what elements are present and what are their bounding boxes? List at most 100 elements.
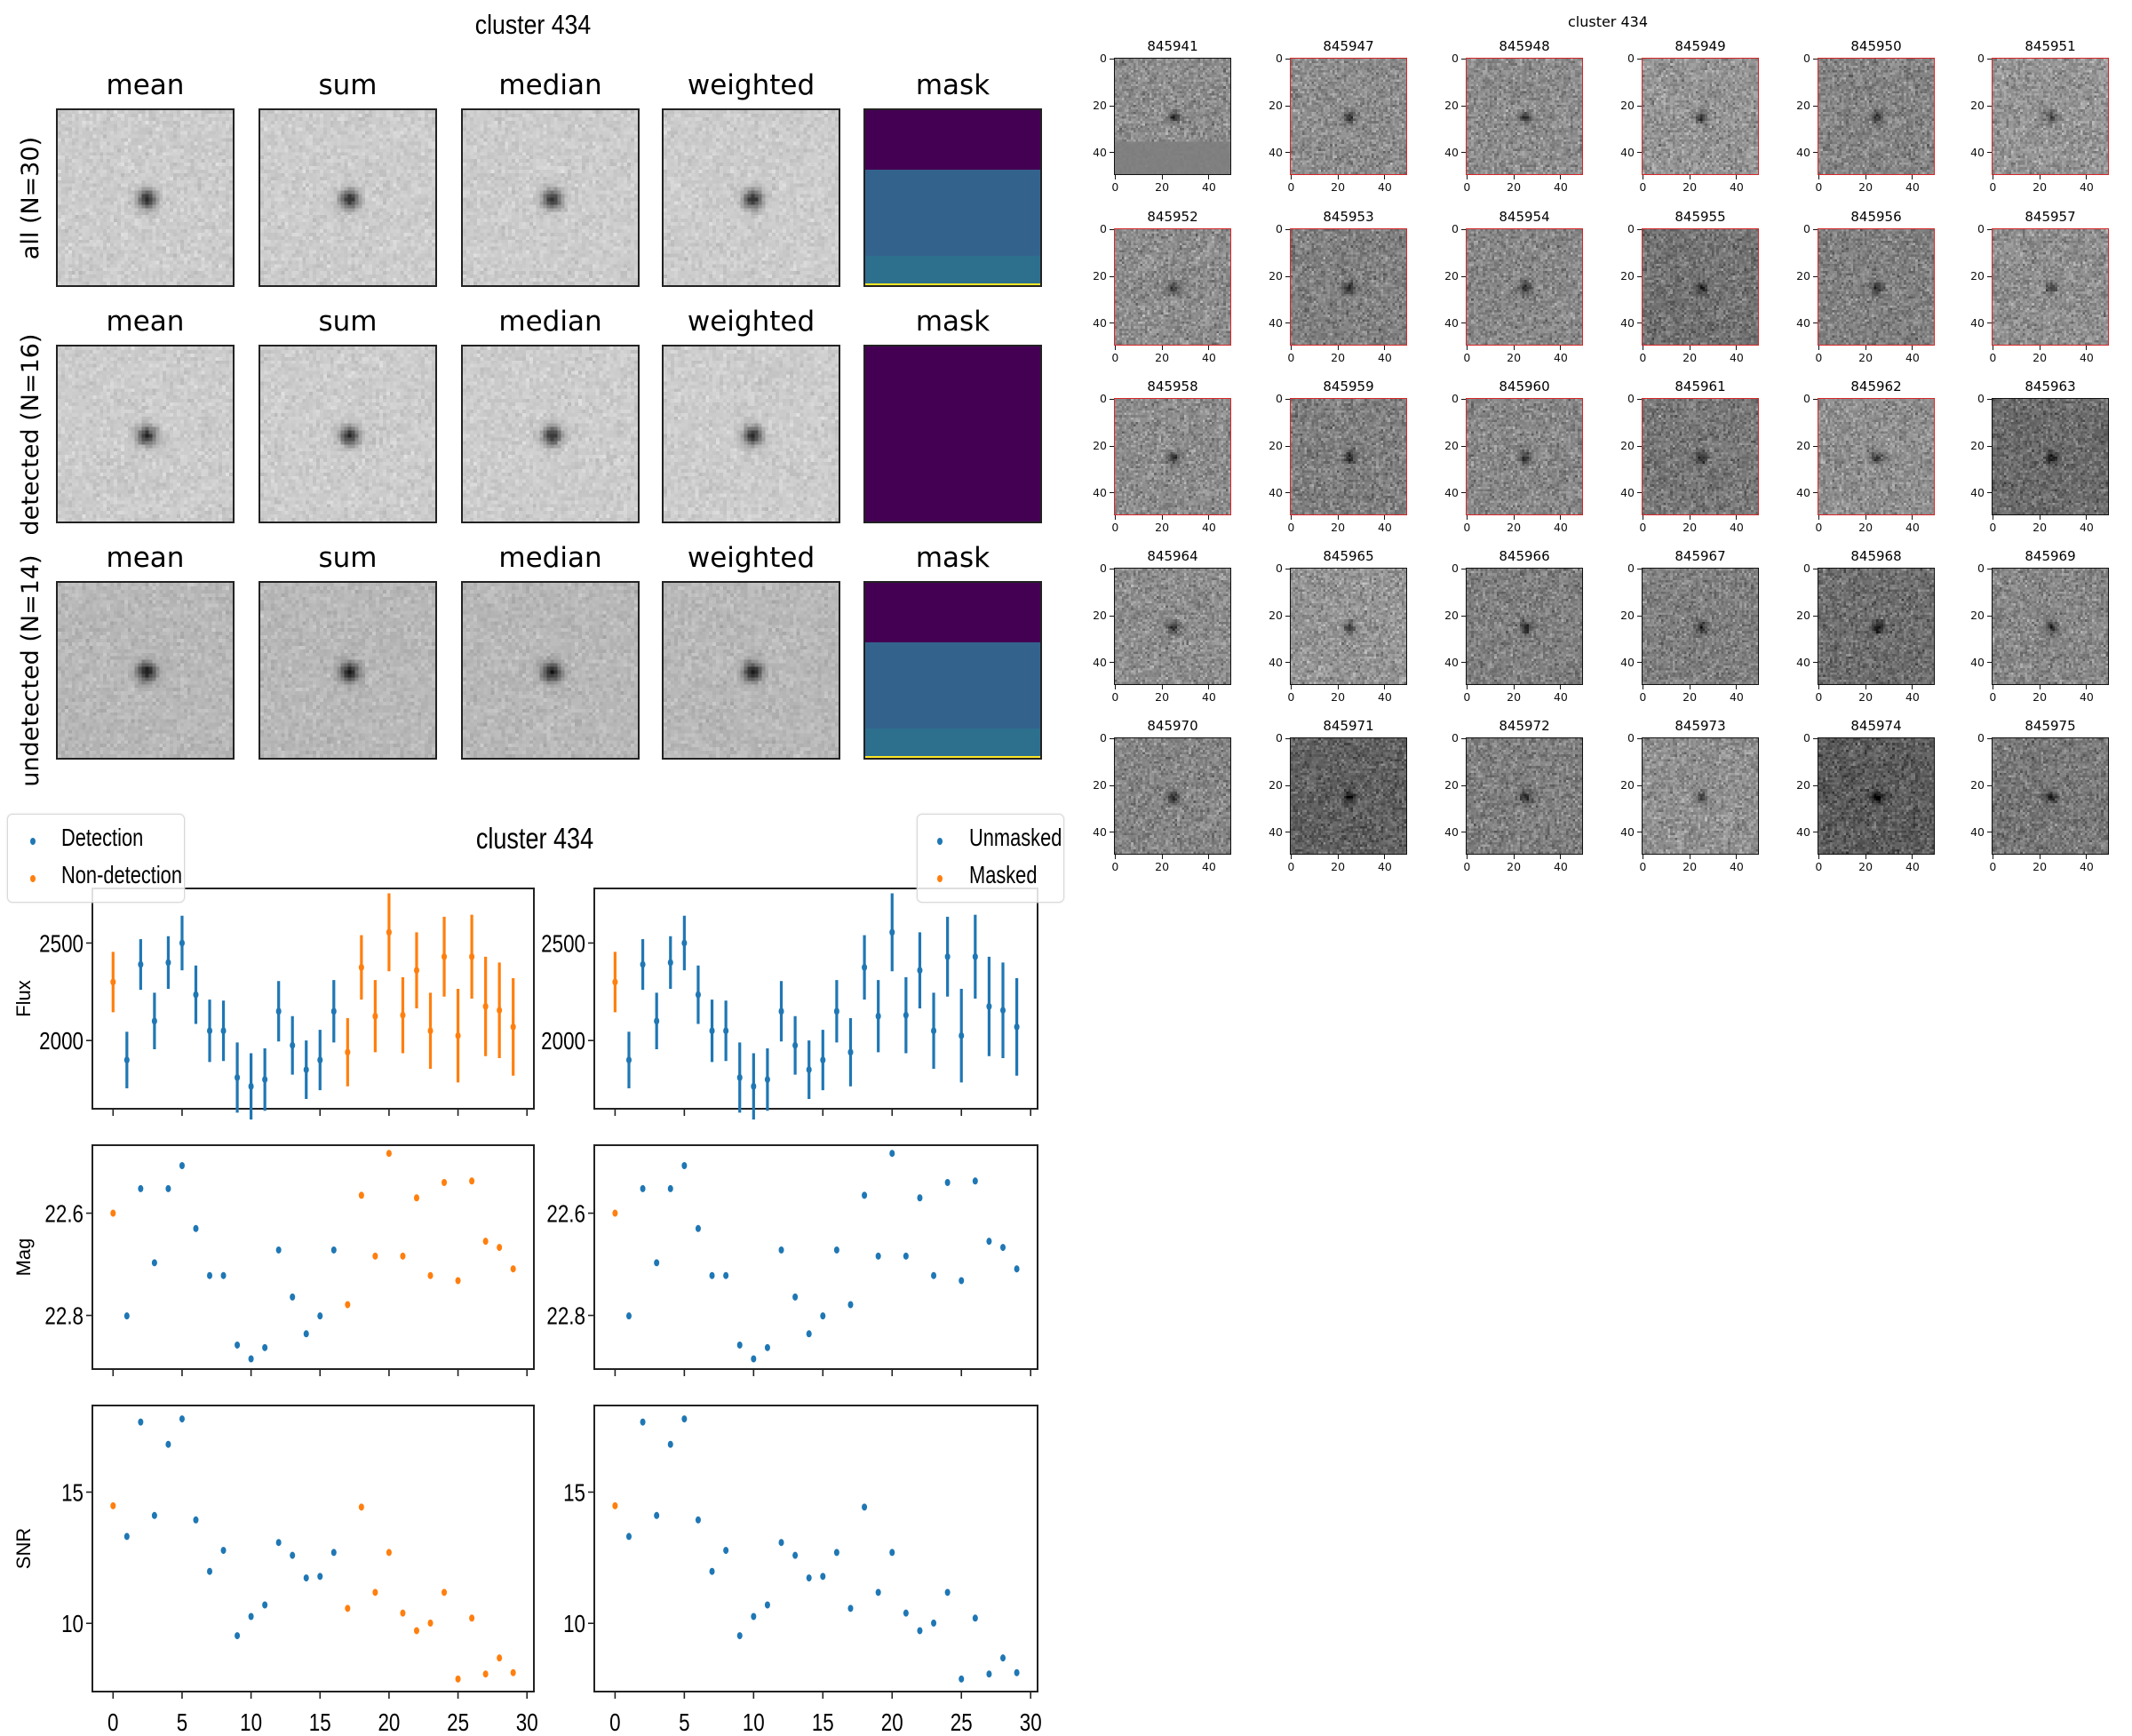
cutout-xtick-label: 20 [1858,690,1873,704]
data-point [736,1341,743,1349]
cutout-id: 845967 [1675,548,1726,564]
cutout-xtick-mark [1466,855,1468,859]
cutout-image-detected [1992,228,2109,346]
cutout-xtick-label: 20 [1155,521,1170,534]
data-point [262,1601,268,1609]
cutout-xtick-mark [1290,175,1292,179]
legend-label-detection: Detection [61,824,144,851]
cutout-ytick-label: 20 [1796,269,1810,283]
cutout-xtick-mark [1384,346,1386,350]
cutout-xtick-label: 20 [1683,690,1698,704]
axes-frame [593,888,1038,1110]
cutout-xtick-mark [1114,515,1116,520]
data-point [709,1271,715,1279]
cutout-image [1290,737,1407,855]
data-point [847,1605,854,1613]
data-point [497,1654,503,1662]
cutout-ytick-label: 40 [1620,145,1635,159]
cutout-xtick-mark [1337,685,1339,689]
cutout-xtick-label: 0 [1463,180,1471,194]
data-point [262,1076,268,1084]
data-point [290,1041,296,1049]
cutout-id: 845955 [1675,209,1726,225]
cutout-id: 845954 [1499,209,1550,225]
data-point [442,1179,448,1186]
subplot-mag-by-detection: 22.6 22.8 Mag [12,1144,535,1376]
data-point [778,1539,784,1547]
cutout-ytick-mark [1813,275,1818,277]
data-point [944,952,951,960]
legend-marker-non-detection [30,875,36,882]
cutout-ytick-label: 0 [1452,222,1459,236]
axes-frame [91,888,535,1110]
data-point [275,1246,282,1254]
data-point [820,1312,826,1320]
cutout-ytick-label: 40 [1093,315,1107,330]
cutout-ytick-label: 40 [1970,485,1985,499]
cutout-ytick-label: 0 [1803,222,1810,236]
axes-frame [593,1144,1038,1370]
cutout-xtick-mark [1513,685,1515,689]
cutout-image-detected [1466,58,1583,175]
cutout-ytick-mark [1813,662,1818,664]
cutout-xtick-label: 40 [1905,690,1920,704]
cutout-ytick-label: 0 [1452,392,1459,406]
data-point [972,1614,978,1622]
data-point [625,1312,632,1320]
data-point [681,939,688,947]
data-point [944,1589,951,1597]
cutout-ytick-mark [1285,445,1290,447]
cutout-ytick-label: 0 [1627,731,1635,745]
data-point [330,1549,337,1557]
cutout-xtick-label: 40 [1729,860,1744,873]
data-point [482,1002,489,1010]
cutout-id: 845973 [1675,718,1726,734]
data-point [413,967,419,975]
cutout-ytick-mark [1987,445,1992,447]
data-point [427,1619,434,1627]
cutout-xtick-label: 0 [1287,521,1295,534]
cutout-xtick-mark [1290,855,1292,859]
cutout-ytick-label: 40 [1620,485,1635,499]
data-point [386,1150,392,1158]
data-point [220,1027,227,1035]
cutout-xtick-mark [2039,515,2041,520]
data-point [931,1271,937,1279]
cutout-xtick-label: 20 [1858,521,1873,534]
data-point [778,1007,784,1015]
cutout-ytick-mark [1285,615,1290,617]
cutout-ytick-mark [1461,784,1466,786]
data-point [151,1511,157,1519]
data-point [110,978,116,986]
stacked-image-sum [259,108,437,287]
cutout-ytick-mark [1637,105,1642,107]
cutout-ytick-mark [1637,58,1642,60]
data-point [123,1312,130,1320]
cutout-id: 845969 [2025,548,2076,564]
cutout-ytick-label: 20 [1620,439,1635,453]
column-title-mean: mean [106,69,185,101]
cutout-xtick-label: 40 [2079,860,2094,873]
cutout-ytick-mark [1285,784,1290,786]
xtick-label: 5 [177,1709,187,1736]
cutout-xtick-label: 40 [1729,690,1744,704]
data-point [427,1271,434,1279]
cutout-xtick-label: 20 [1683,180,1698,194]
cutout-id: 845953 [1323,209,1374,225]
cutout-image [1114,568,1231,685]
data-point [903,1252,909,1260]
ytick-label: 10 [61,1611,84,1638]
data-point [709,1567,715,1575]
subplot-snr-by-detection: 1015051015202530Obs #SNR [12,1405,538,1736]
cutout-ytick-label: 40 [1269,315,1283,330]
cutout-image-detected [1290,398,1407,515]
cutout-id: 845958 [1147,378,1198,394]
data-point [290,1551,296,1559]
data-point [220,1547,227,1555]
cutout-ytick-label: 0 [1100,392,1107,406]
data-point [959,1031,965,1039]
cutout-xtick-mark [1290,515,1292,520]
data-point [833,1007,839,1015]
cutout-xtick-mark [1736,855,1738,859]
cutout-ytick-label: 0 [1803,392,1810,406]
